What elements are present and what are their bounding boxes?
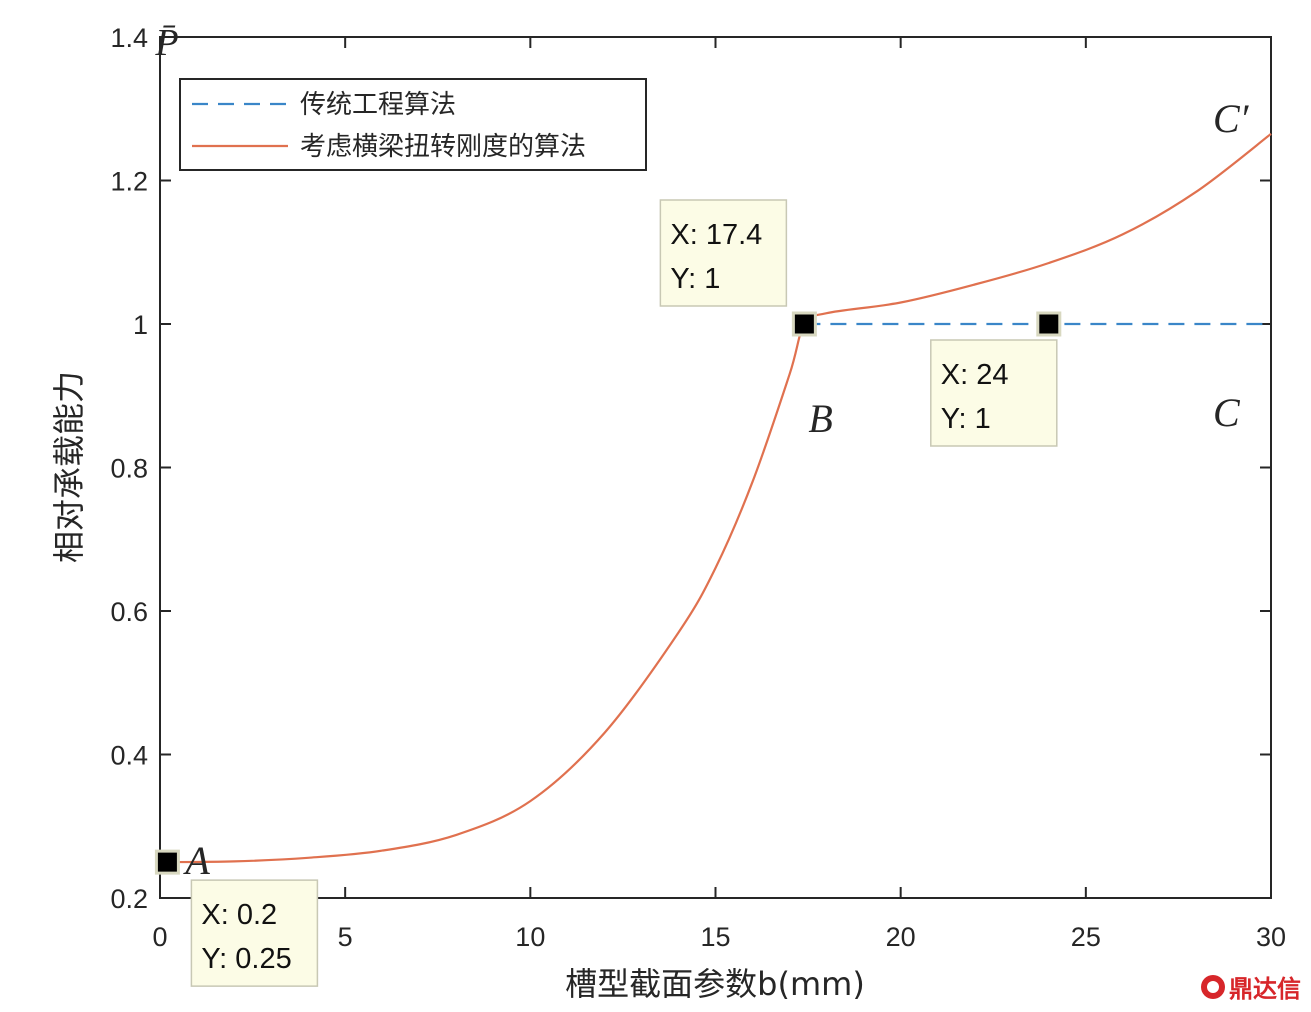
- datatip-box: [930, 339, 1058, 447]
- y-tick-label: 1.2: [110, 167, 148, 197]
- y-tick-label: 0.6: [110, 597, 148, 627]
- datatip-marker: [791, 311, 817, 337]
- x-tick-label: 5: [338, 922, 353, 952]
- legend-label: 传统工程算法: [300, 90, 456, 120]
- x-tick-label: 20: [886, 922, 916, 952]
- series-layer: [167, 133, 1272, 864]
- x-tick-label: 25: [1071, 922, 1101, 952]
- x-axis-title: 槽型截面参数b(mm): [565, 965, 865, 1003]
- datatip-x: X: 17.4: [670, 219, 762, 251]
- watermark: 鼎达信: [1201, 969, 1301, 1004]
- x-tick-label: 0: [152, 922, 167, 952]
- datatip-x: X: 24: [941, 359, 1009, 391]
- y-tick-label: 0.4: [110, 741, 148, 771]
- y-tick-label: 0.8: [110, 454, 148, 484]
- legend-label: 考虑横梁扭转刚度的算法: [300, 132, 586, 162]
- y-axis-title: 相对承载能力: [50, 371, 88, 563]
- y-tick-label: 0.2: [110, 884, 148, 914]
- watermark-text: 鼎达信: [1229, 975, 1301, 1003]
- point-label: C′: [1213, 96, 1250, 141]
- datatip[interactable]: X: 0.2 Y: 0.25: [190, 879, 319, 987]
- series-line-2: [167, 133, 1272, 864]
- y-axis-ticks: 0.2 0.4 0.6 0.8 1 1.2 1.4: [110, 23, 1271, 914]
- y-tick-label: 1: [133, 310, 148, 340]
- datatip-marker: [154, 849, 180, 875]
- datatip-box: [659, 199, 788, 307]
- x-tick-label: 15: [700, 922, 730, 952]
- datatip[interactable]: X: 24 Y: 1: [930, 339, 1058, 447]
- datatip-box: [190, 879, 319, 987]
- x-tick-label: 10: [515, 922, 545, 952]
- datatip-y: Y: 0.25: [201, 943, 291, 975]
- datatip-x: X: 0.2: [201, 899, 277, 931]
- watermark-logo-icon: [1201, 974, 1225, 999]
- datatips[interactable]: X: 0.2 Y: 0.25 X: 17.4 Y: 1 X: 24 Y: 1: [190, 199, 1058, 987]
- legend-box: [179, 78, 647, 171]
- point-labels: A B C C′: [182, 96, 1249, 883]
- x-tick-label: 30: [1256, 922, 1286, 952]
- datatip-markers: [154, 311, 1062, 875]
- point-label: B: [808, 396, 832, 441]
- datatip[interactable]: X: 17.4 Y: 1: [659, 199, 788, 307]
- datatip-y: Y: 1: [941, 403, 991, 435]
- datatip-marker: [1036, 311, 1062, 337]
- point-label: A: [182, 838, 210, 883]
- y-tick-label: 1.4: [110, 23, 148, 53]
- point-label: C: [1213, 390, 1241, 435]
- datatip-y: Y: 1: [670, 263, 720, 295]
- x-axis-ticks: 0 5 10 15 20 25 30: [152, 37, 1286, 952]
- y-axis-symbol: P̄: [154, 22, 178, 64]
